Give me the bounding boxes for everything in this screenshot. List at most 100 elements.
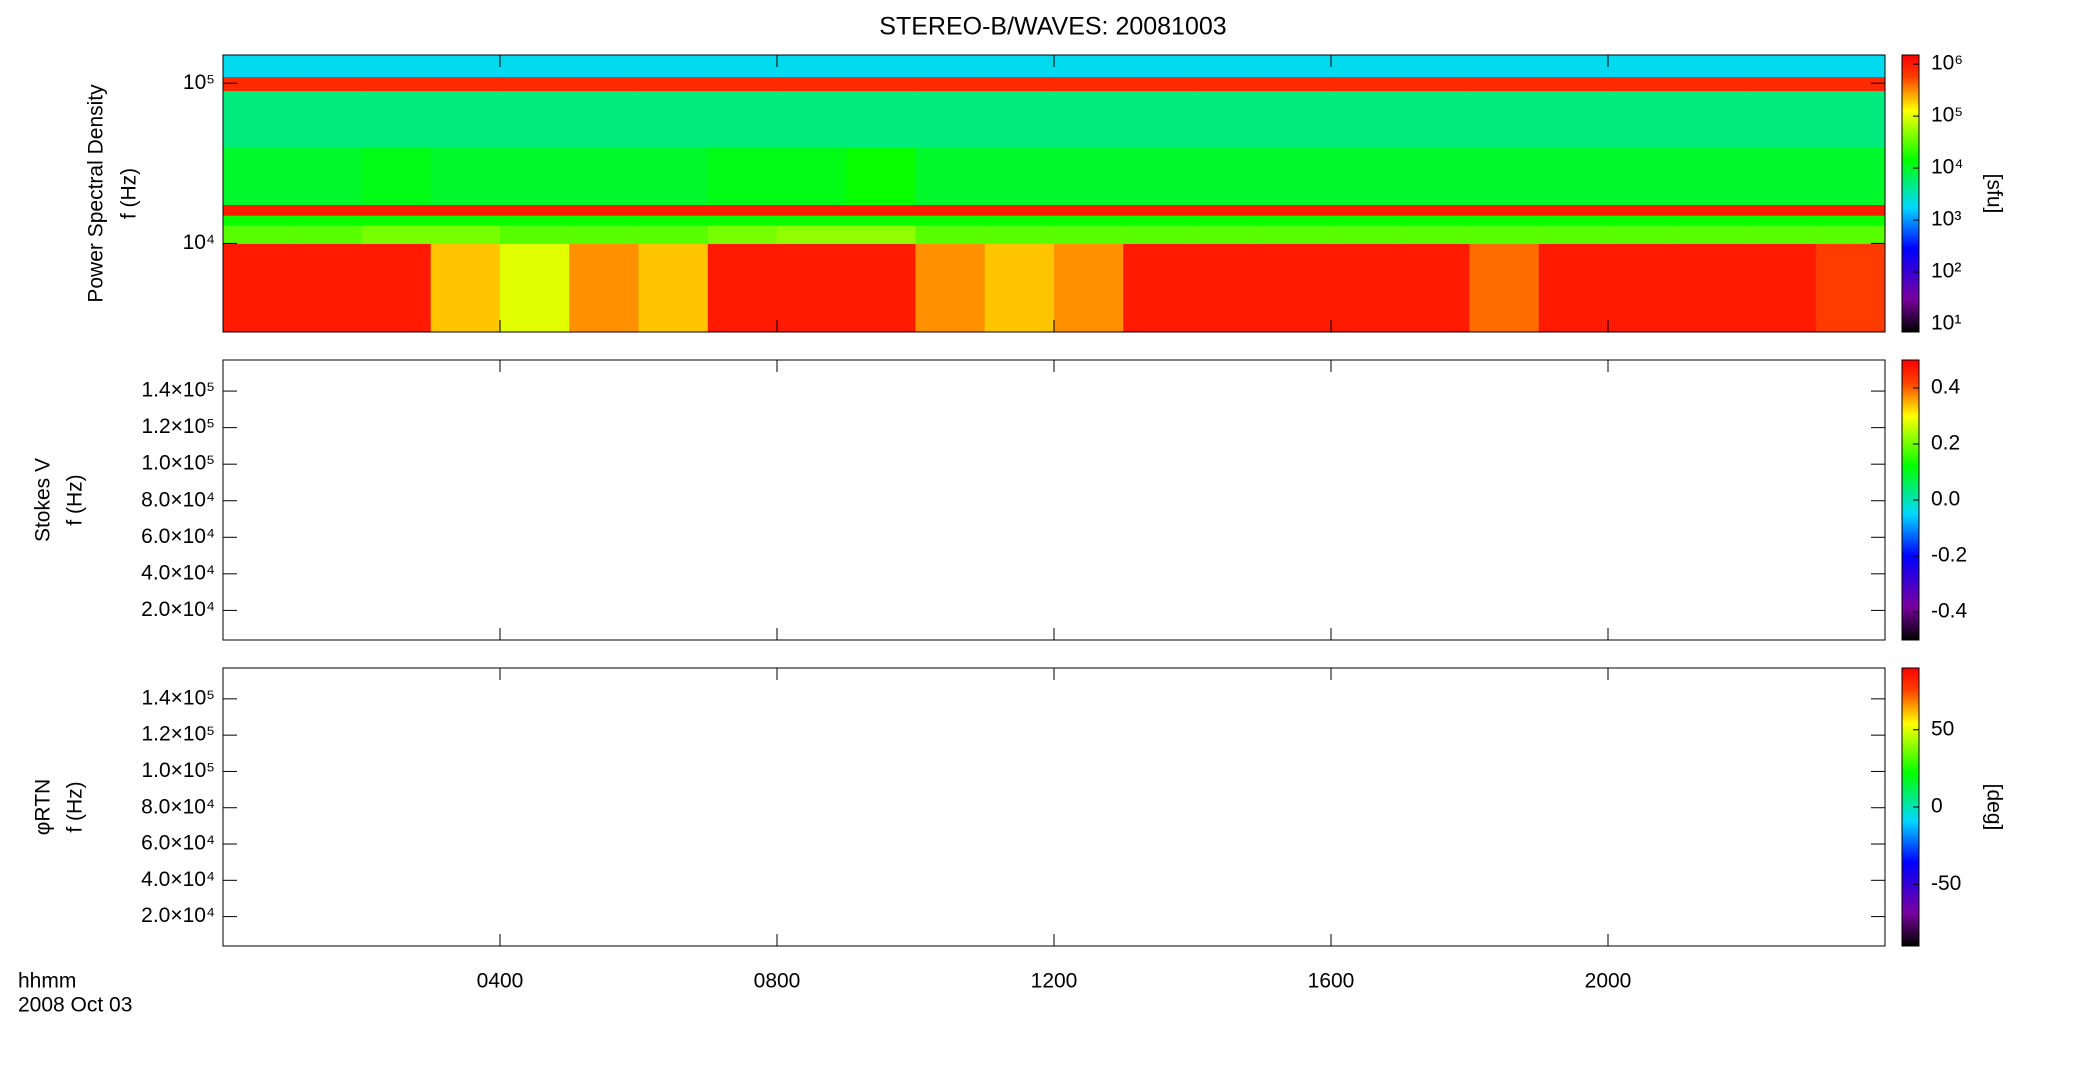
heatmap-cell	[1677, 204, 1747, 216]
heatmap-cell	[1677, 55, 1747, 78]
heatmap-cell	[500, 55, 570, 78]
heatmap-cell	[846, 243, 916, 333]
heatmap-cell	[707, 55, 778, 78]
heatmap-cell	[984, 225, 1055, 244]
heatmap-cell	[1746, 55, 1817, 78]
heatmap-cell	[1054, 55, 1124, 78]
heatmap-cell	[223, 55, 293, 78]
heatmap-cell	[984, 146, 1055, 205]
heatmap-cell	[1192, 243, 1263, 333]
heatmap-cell	[1192, 90, 1263, 148]
heatmap-cell	[1123, 225, 1193, 244]
heatmap-cell	[1331, 225, 1401, 244]
heatmap-cell	[777, 225, 847, 244]
heatmap-cell	[1261, 90, 1332, 148]
y-tick-label: 4.0×10⁴	[141, 561, 215, 584]
heatmap-cell	[984, 76, 1055, 92]
heatmap-cell	[707, 146, 778, 205]
heatmap-cell	[1469, 204, 1540, 216]
heatmap-cell	[1331, 55, 1401, 78]
heatmap-cell	[1677, 215, 1747, 226]
y-tick-label: 4.0×10⁴	[141, 868, 215, 891]
heatmap-cell	[915, 215, 986, 226]
heatmap-cell	[292, 225, 362, 244]
heatmap-cell	[1746, 225, 1817, 244]
heatmap-cell	[846, 225, 916, 244]
x-tick-label: 2000	[1585, 970, 1632, 993]
heatmap-cell	[223, 204, 293, 216]
heatmap-cell	[1054, 90, 1124, 148]
y-tick-label: 8.0×10⁴	[141, 795, 215, 818]
heatmap-cell	[361, 146, 432, 205]
plot-frame	[222, 667, 1886, 947]
y-tick-label: 1.0×10⁵	[141, 452, 215, 475]
heatmap-cell	[1400, 204, 1470, 216]
heatmap-cell	[292, 215, 362, 226]
heatmap-cell	[1400, 55, 1470, 78]
heatmap-cell	[1331, 204, 1401, 216]
heatmap-cell	[638, 90, 709, 148]
heatmap-cell	[1538, 55, 1609, 78]
heatmap-cell	[1123, 146, 1193, 205]
heatmap-cell	[1815, 90, 1886, 148]
heatmap-cell	[1538, 243, 1609, 333]
heatmap-cell	[777, 90, 847, 148]
heatmap-cell	[223, 146, 293, 205]
heatmap-cell	[500, 204, 570, 216]
heatmap-cell	[638, 225, 709, 244]
y-axis-label: Power Spectral Density	[85, 84, 108, 303]
heatmap-cell	[1746, 215, 1817, 226]
heatmap-cell	[292, 76, 362, 92]
heatmap-cell	[846, 215, 916, 226]
heatmap-cell	[223, 243, 293, 333]
colorbar-label: [sfu]	[1982, 174, 2005, 214]
colorbar-tick-label: 0.2	[1931, 432, 1960, 455]
heatmap-cell	[1123, 204, 1193, 216]
y-tick-label: 6.0×10⁴	[141, 525, 215, 548]
heatmap-cell	[1815, 146, 1886, 205]
colorbar-tick-label: 10¹	[1931, 311, 1961, 334]
heatmap-cell	[569, 146, 639, 205]
heatmap-cell	[1261, 76, 1332, 92]
heatmap-cell	[984, 215, 1055, 226]
heatmap-cell	[1677, 90, 1747, 148]
heatmap-cell	[1746, 76, 1817, 92]
heatmap-cell	[638, 204, 709, 216]
heatmap-cell	[1400, 225, 1470, 244]
heatmap-cell	[846, 204, 916, 216]
heatmap-cell	[1469, 76, 1540, 92]
heatmap-cell	[1261, 55, 1332, 78]
heatmap-cell	[1261, 243, 1332, 333]
heatmap-cell	[915, 243, 986, 333]
heatmap-cell	[1608, 204, 1678, 216]
heatmap-cell	[1538, 225, 1609, 244]
heatmap-cell	[1746, 204, 1817, 216]
heatmap-cell	[915, 146, 986, 205]
colorbar-tick-label: 0	[1931, 795, 1943, 818]
heatmap-cell	[846, 90, 916, 148]
heatmap-cell	[569, 243, 639, 333]
heatmap-cell	[430, 55, 501, 78]
heatmap-cell	[569, 204, 639, 216]
heatmap-cell	[1538, 146, 1609, 205]
heatmap-cell	[569, 215, 639, 226]
heatmap-cell	[1054, 215, 1124, 226]
heatmap-cell	[1746, 146, 1817, 205]
heatmap-cell	[1123, 243, 1193, 333]
colorbar-tick-label: 50	[1931, 717, 1954, 740]
heatmap-cell	[1331, 76, 1401, 92]
heatmap-cell	[361, 225, 432, 244]
heatmap-cell	[984, 55, 1055, 78]
heatmap-cell	[500, 225, 570, 244]
heatmap-cell	[1815, 76, 1886, 92]
heatmap-cell	[569, 90, 639, 148]
heatmap-cell	[1815, 225, 1886, 244]
heatmap-cell	[1192, 225, 1263, 244]
heatmap-cell	[1192, 204, 1263, 216]
y-tick-label: 2.0×10⁴	[141, 904, 215, 927]
heatmap-cell	[430, 225, 501, 244]
heatmap-cell	[500, 76, 570, 92]
heatmap-cell	[1123, 90, 1193, 148]
heatmap-cell	[707, 204, 778, 216]
heatmap-cell	[223, 215, 293, 226]
